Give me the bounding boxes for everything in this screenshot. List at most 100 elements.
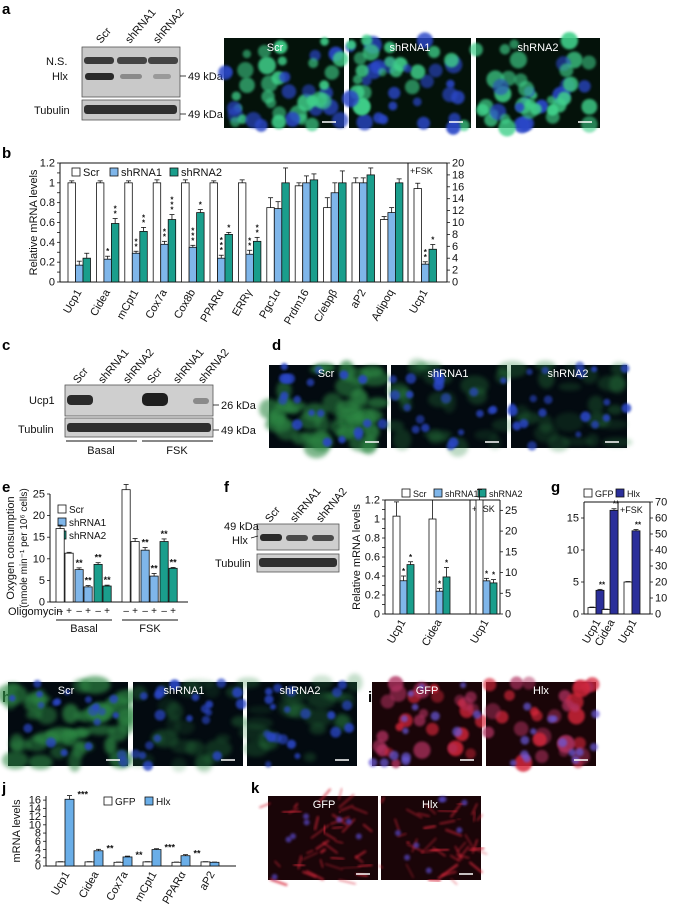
legend-label: shRNA2 [489,489,523,499]
bar [130,541,140,603]
cell [376,730,389,743]
nucleus [568,748,576,757]
cell [560,32,579,50]
bar [140,549,150,603]
band-label-tubulin: Tubulin [34,105,70,117]
cell [341,90,359,108]
cytoplasm [547,435,570,452]
micrograph [236,673,363,768]
cell [271,114,287,130]
significance-star: ** [104,575,112,585]
cell [413,681,430,699]
micrograph [482,676,600,772]
bar [188,246,198,283]
fiber [471,847,488,855]
fiber [338,879,356,885]
cell [522,676,536,690]
cell [306,95,319,107]
significance-star: ** [161,529,169,539]
legend-label: shRNA1 [69,518,107,529]
band-ns [117,57,147,64]
panel-label-d: d [272,337,281,354]
nucleus [379,758,389,768]
fiber [259,802,271,809]
cell [532,732,547,747]
fiber [397,833,407,838]
cell [504,690,515,701]
nucleus [411,425,420,434]
bar [75,264,84,283]
y-tick-label: 15 [567,513,579,525]
nucleus [400,715,408,723]
mw-marker: 26 kDa [221,400,257,412]
y2-tick-label: 20 [452,158,464,170]
y-tick-label: 12 [29,811,41,823]
fiber [354,850,367,859]
significance-star: * [199,201,203,210]
nucleus [131,749,141,759]
fiber [471,803,478,816]
micrograph [341,32,471,135]
nucleus [322,437,332,447]
nucleus [280,391,289,400]
cell [581,116,598,133]
significance-star: * [445,558,449,567]
cytoplasm [561,437,593,447]
cell [372,739,386,753]
cytoplasm [304,708,334,727]
x-tick-label: Prdm16 [282,288,312,327]
panel-label-a: a [2,1,11,18]
nucleus [355,833,362,840]
oligomycin-sign: + [132,606,138,617]
nucleus [519,418,529,429]
y-tick-label: 0.8 [365,533,380,545]
cell [346,39,357,50]
bar [113,861,124,867]
bar [181,182,190,283]
y2-tick-label: 0 [505,609,511,621]
cell [514,102,525,113]
y2-tick-label: 12 [452,205,464,217]
bar [302,182,311,283]
panel-label-k: k [251,780,260,797]
micrograph [469,32,600,137]
nucleus [139,692,148,700]
cell [426,722,439,736]
legend-label: GFP [115,797,136,808]
y2-tick-label: 40 [655,545,667,557]
cytoplasm [1,750,29,770]
y-tick-label: 0.8 [40,197,55,209]
cell [442,86,458,103]
y-tick-label: 10 [29,819,41,831]
cell [578,80,591,93]
cell [229,116,241,128]
fiber [472,811,476,822]
fiber [302,870,317,878]
nucleus [591,420,600,429]
bar [631,530,641,615]
nucleus [507,405,518,417]
nucleus [362,418,372,428]
y-tick-label: 14 [29,803,41,815]
y2-tick-label: 6 [452,241,458,253]
cell [331,111,349,129]
fiber [313,815,320,831]
bar [67,182,76,283]
cell [581,98,598,115]
cytoplasm [393,428,412,451]
legend-swatch [477,488,487,498]
nucleus [358,374,368,384]
nucleus [293,395,302,404]
significance-star: ** [170,557,178,567]
band-tubulin [67,423,211,432]
lane-label: Scr [145,365,165,386]
mw-marker: 49 kDa [221,425,257,437]
y-tick-label: 0.2 [365,590,380,602]
fiber [282,810,302,814]
bar [168,567,178,603]
nucleus [64,689,71,696]
cytoplasm [238,723,270,741]
cell [412,97,422,107]
significance-star: * [220,236,224,245]
nucleus [557,738,568,748]
